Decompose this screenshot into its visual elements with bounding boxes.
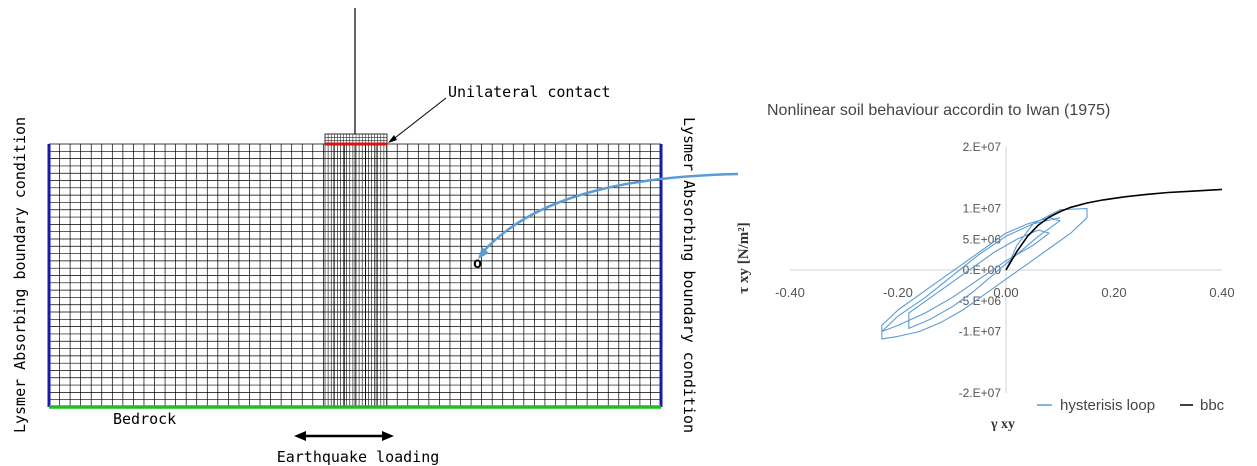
contact-pointer-arrow [390, 97, 447, 142]
chart-title: Nonlinear soil behaviour accordin to Iwa… [767, 102, 1110, 119]
legend-label-hysterisis: hysterisis loop [1060, 397, 1155, 414]
y-tick-label: -1.E+07 [959, 325, 1002, 339]
finite-element-mesh [48, 133, 662, 408]
refined-mesh-column [324, 144, 388, 407]
chart-ticks: -0.40 -0.20 0.00 0.20 0.40 2.E+07 1.E+07 5.E+06… [775, 140, 1234, 400]
bbc-line [1005, 188, 1223, 271]
y-tick-label: 5.E+06 [963, 232, 1002, 246]
y-tick-label: -2.E+07 [959, 386, 1002, 400]
legend-label-bbc: bbc [1200, 397, 1225, 414]
y-tick-label: 0.E+00 [963, 263, 1002, 277]
y-tick-label: 1.E+07 [963, 202, 1002, 216]
contact-pointer-arrowhead [388, 135, 397, 143]
mesh-grid [48, 143, 662, 408]
x-tick-label: -0.40 [775, 285, 805, 300]
x-tick-label: 0.20 [1101, 285, 1126, 300]
loading-arrowhead-right [382, 431, 394, 441]
chart-series [881, 188, 1223, 340]
x-tick-label: 0.00 [993, 285, 1018, 300]
y-axis-label: τ xy [N/m²] [736, 222, 752, 293]
bedrock-label: Bedrock [113, 410, 176, 428]
hysterisis-loop-line [881, 207, 1088, 340]
right-boundary-label: Lysmer Absorbing boundary condition [680, 117, 698, 433]
monitor-point-link-arrow [481, 172, 739, 254]
contact-label: Unilateral contact [448, 83, 611, 101]
y-tick-label: 2.E+07 [963, 140, 1002, 154]
loading-arrowhead-left [294, 431, 306, 441]
monitor-point-label: o [473, 254, 482, 272]
chart-legend: hysterisis loop bbc [1037, 397, 1225, 414]
link-arrowhead [478, 247, 489, 259]
y-tick-label: -5.E+06 [959, 294, 1002, 308]
foundation-block [324, 133, 388, 145]
x-axis-label: γ xy [990, 417, 1015, 432]
left-boundary-label: Lysmer Absorbing boundary condition [11, 117, 29, 433]
earthquake-loading-label: Earthquake loading [277, 448, 440, 466]
x-tick-label: -0.20 [883, 285, 913, 300]
x-tick-label: 0.40 [1209, 285, 1234, 300]
stress-strain-chart: Nonlinear soil behaviour accordin to Iwa… [736, 102, 1235, 432]
